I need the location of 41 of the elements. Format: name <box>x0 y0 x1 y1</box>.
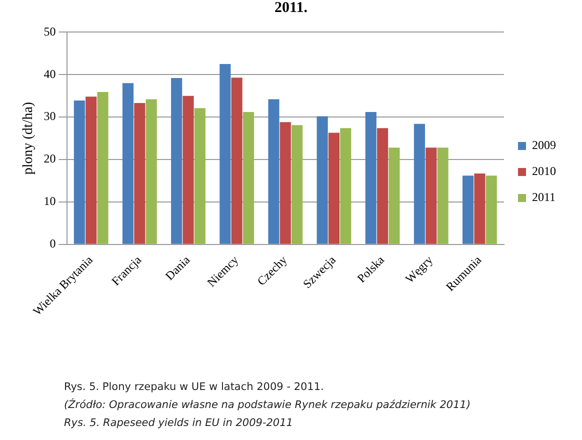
bar <box>316 116 328 244</box>
y-tick-label: 40 <box>44 66 56 81</box>
bar <box>74 100 85 244</box>
y-tick-label: 20 <box>44 152 56 166</box>
bar <box>231 78 242 244</box>
bar <box>268 99 280 244</box>
bar <box>134 103 146 244</box>
bar <box>340 128 352 244</box>
bar <box>122 83 134 244</box>
bar <box>182 96 194 244</box>
bar <box>414 124 426 244</box>
y-axis-title: plony (dt/ha) <box>21 102 36 175</box>
bar <box>388 148 400 244</box>
bar <box>426 148 437 244</box>
bar <box>86 96 97 244</box>
text: Rys. 5. Plony rzepaku w UE w latach 2009 - 2011. <box>64 380 325 395</box>
bar <box>194 108 206 244</box>
text: Rys. 5. Rapeseed yields in EU in 2009-2011 <box>64 416 294 431</box>
y-tick-label: 30 <box>44 109 56 124</box>
bar <box>171 78 182 244</box>
bar <box>377 128 388 244</box>
legend-label: 2011 <box>532 190 556 204</box>
bar <box>328 132 340 244</box>
bar <box>486 176 497 244</box>
legend-label: 2010 <box>532 164 556 178</box>
bar <box>365 112 376 244</box>
bar <box>242 112 254 244</box>
bar <box>474 173 486 244</box>
text: (Źródło: Opracowanie własne na podstawie Rynek rzepaku październik 2011) <box>64 397 471 413</box>
bar <box>220 64 231 244</box>
chart-title: 2011. <box>274 0 308 17</box>
bar <box>437 148 448 244</box>
bar <box>462 176 474 244</box>
y-tick-label: 50 <box>44 24 56 38</box>
bar <box>146 99 157 244</box>
legend-label: 2009 <box>532 138 556 152</box>
bar <box>292 125 303 244</box>
y-tick-label: 10 <box>44 194 56 208</box>
bar <box>280 122 291 244</box>
bar <box>97 92 108 244</box>
y-tick-label: 0 <box>50 236 56 250</box>
